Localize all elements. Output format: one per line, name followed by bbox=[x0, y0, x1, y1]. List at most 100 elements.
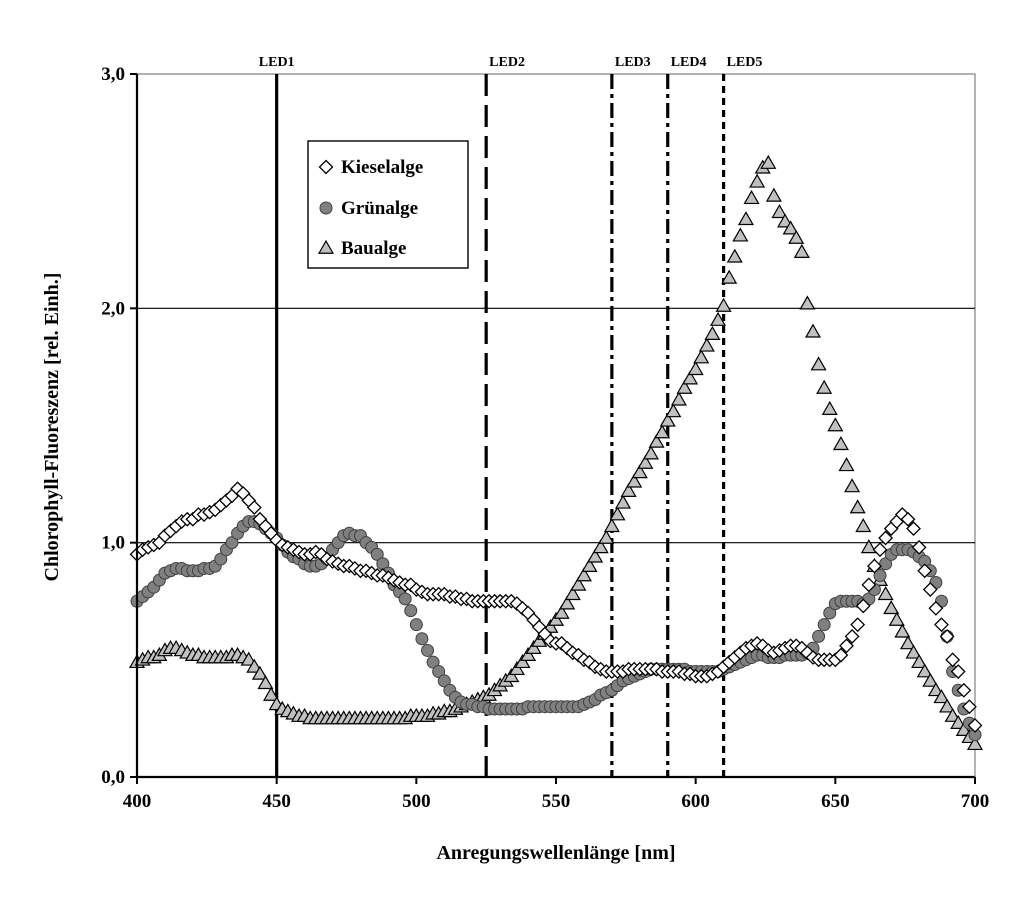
point-baualge-78 bbox=[564, 586, 581, 601]
point-baualge-76 bbox=[553, 604, 570, 619]
led-label-1: LED1 bbox=[259, 55, 295, 70]
point-kieselalge-130 bbox=[855, 598, 871, 614]
point-kieselalge-140 bbox=[911, 539, 927, 555]
point-grünalge-122 bbox=[812, 629, 826, 643]
point-baualge-69 bbox=[514, 653, 531, 669]
x-tick-label-2: 500 bbox=[402, 791, 431, 812]
point-grünalge-133 bbox=[873, 568, 887, 582]
point-baualge-120 bbox=[799, 295, 816, 310]
point-baualge-21 bbox=[246, 658, 263, 673]
point-grünalge-124 bbox=[823, 606, 837, 620]
point-baualge-135 bbox=[883, 600, 900, 615]
point-baualge-138 bbox=[899, 635, 916, 650]
point-kieselalge-131 bbox=[861, 577, 877, 593]
point-kieselalge-141 bbox=[917, 563, 933, 579]
point-kieselalge-145 bbox=[939, 628, 955, 644]
point-baualge-115 bbox=[771, 204, 788, 219]
legend-marker-grünalge bbox=[319, 201, 333, 215]
point-kieselalge-133 bbox=[872, 542, 888, 558]
point-baualge-24 bbox=[263, 686, 280, 701]
point-grünalge-48 bbox=[398, 592, 412, 606]
point-baualge-121 bbox=[804, 323, 822, 338]
point-baualge-67 bbox=[503, 668, 520, 683]
point-kieselalge-138 bbox=[900, 511, 916, 527]
point-baualge-123 bbox=[816, 379, 833, 394]
point-baualge-131 bbox=[860, 539, 877, 554]
point-baualge-145 bbox=[939, 698, 956, 713]
point-baualge-95 bbox=[659, 412, 676, 427]
point-baualge-82 bbox=[587, 548, 604, 563]
led-label-5: LED5 bbox=[727, 55, 763, 70]
point-baualge-93 bbox=[648, 433, 665, 448]
point-kieselalge-127 bbox=[839, 638, 854, 654]
point-kieselalge-21 bbox=[246, 500, 262, 515]
point-grünalge-52 bbox=[421, 643, 435, 657]
point-baualge-71 bbox=[525, 639, 542, 654]
point-baualge-129 bbox=[849, 499, 866, 514]
point-baualge-70 bbox=[520, 646, 537, 661]
x-tick-label-1: 450 bbox=[262, 791, 291, 812]
point-baualge-141 bbox=[916, 663, 933, 678]
point-baualge-80 bbox=[575, 567, 592, 582]
point-baualge-118 bbox=[788, 229, 805, 244]
series-layer bbox=[128, 154, 984, 751]
point-grünalge-43 bbox=[370, 547, 384, 561]
point-grünalge-17 bbox=[225, 536, 239, 550]
point-baualge-79 bbox=[570, 576, 587, 591]
legend-box bbox=[307, 140, 469, 269]
legend-marker-kieselalge bbox=[318, 159, 334, 175]
point-baualge-99 bbox=[682, 370, 699, 385]
point-baualge-85 bbox=[603, 518, 620, 533]
point-baualge-127 bbox=[838, 457, 855, 472]
led-label-4: LED4 bbox=[671, 55, 707, 70]
led-label-3: LED3 bbox=[615, 55, 651, 70]
point-grünalge-50 bbox=[409, 618, 423, 632]
y-tick-label-2: 2,0 bbox=[101, 298, 125, 319]
point-baualge-143 bbox=[927, 682, 944, 697]
series-baualge bbox=[128, 154, 984, 751]
point-baualge-114 bbox=[765, 187, 782, 202]
point-kieselalge-149 bbox=[961, 699, 977, 715]
point-baualge-147 bbox=[950, 714, 967, 729]
point-kieselalge-128 bbox=[844, 628, 860, 644]
point-baualge-75 bbox=[547, 611, 565, 626]
point-kieselalge-132 bbox=[867, 558, 882, 574]
point-kieselalge-142 bbox=[922, 582, 938, 597]
point-baualge-86 bbox=[609, 506, 626, 521]
point-baualge-111 bbox=[749, 173, 766, 188]
x-tick-label-4: 600 bbox=[681, 791, 710, 812]
point-kieselalge-150 bbox=[967, 718, 983, 733]
point-baualge-146 bbox=[944, 707, 961, 722]
point-baualge-134 bbox=[877, 586, 894, 601]
tick-labels: 0,0 1,0 2,0 3,0 400 450 500 550 600 650 700 bbox=[101, 64, 989, 812]
point-baualge-83 bbox=[592, 539, 609, 554]
point-kieselalge-147 bbox=[950, 664, 966, 679]
y-tick-label-3: 3,0 bbox=[101, 64, 125, 85]
point-baualge-96 bbox=[665, 403, 682, 418]
point-baualge-77 bbox=[559, 595, 576, 610]
point-baualge-108 bbox=[732, 227, 749, 242]
point-grünalge-123 bbox=[817, 618, 831, 632]
series-kieselalge bbox=[129, 481, 983, 733]
point-baualge-87 bbox=[615, 494, 632, 509]
point-baualge-94 bbox=[654, 424, 671, 439]
point-grünalge-54 bbox=[432, 665, 446, 679]
point-baualge-104 bbox=[709, 311, 727, 326]
point-baualge-81 bbox=[581, 557, 598, 572]
point-baualge-92 bbox=[642, 445, 660, 460]
point-baualge-103 bbox=[704, 325, 721, 340]
x-tick-label-0: 400 bbox=[123, 791, 152, 812]
point-baualge-90 bbox=[631, 464, 648, 479]
point-baualge-113 bbox=[760, 154, 777, 169]
point-baualge-140 bbox=[911, 653, 928, 669]
point-baualge-101 bbox=[693, 349, 710, 364]
point-baualge-116 bbox=[777, 213, 794, 228]
point-baualge-128 bbox=[844, 478, 861, 493]
series-grünalge bbox=[130, 515, 982, 742]
point-baualge-136 bbox=[888, 611, 905, 626]
point-baualge-124 bbox=[821, 400, 838, 415]
y-tick-label-0: 0,0 bbox=[101, 767, 125, 788]
point-baualge-139 bbox=[905, 644, 922, 659]
legend: Kieselalge Grünalge Baualge bbox=[307, 140, 469, 269]
